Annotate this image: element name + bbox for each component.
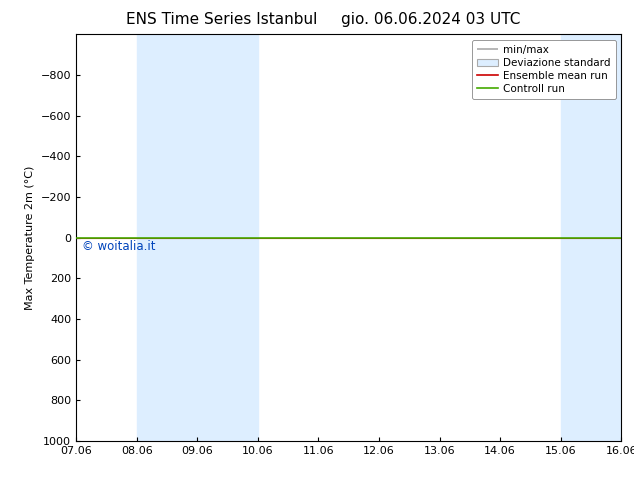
Legend: min/max, Deviazione standard, Ensemble mean run, Controll run: min/max, Deviazione standard, Ensemble m… (472, 40, 616, 99)
Bar (137, 34, 258, 441)
Y-axis label: Max Temperature 2m (°C): Max Temperature 2m (°C) (25, 166, 35, 310)
Text: gio. 06.06.2024 03 UTC: gio. 06.06.2024 03 UTC (342, 12, 521, 27)
Text: © woitalia.it: © woitalia.it (82, 240, 155, 253)
Bar (560, 34, 621, 441)
Text: ENS Time Series Istanbul: ENS Time Series Istanbul (126, 12, 318, 27)
